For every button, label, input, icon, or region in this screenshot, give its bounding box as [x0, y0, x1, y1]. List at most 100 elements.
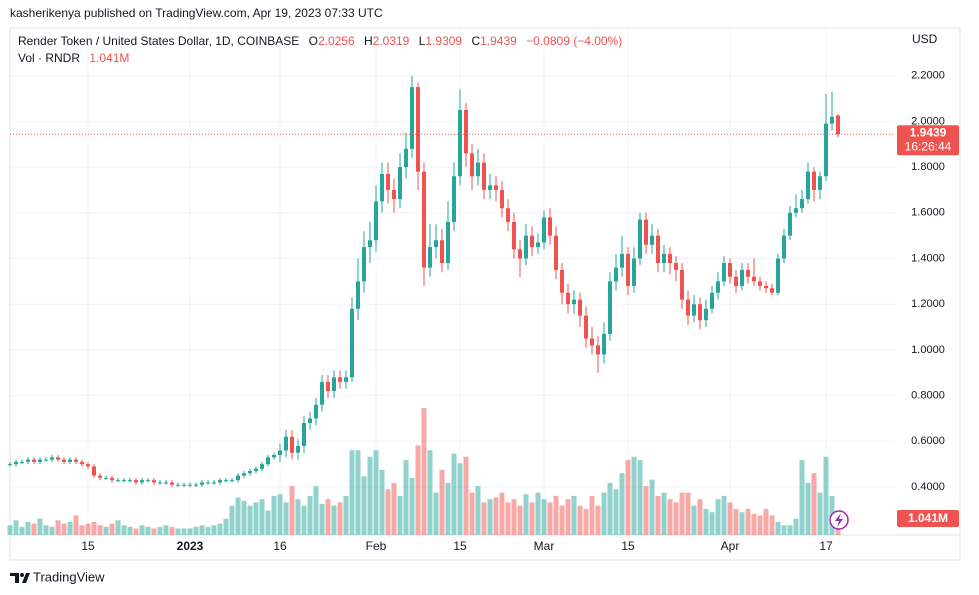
price-tag [897, 125, 959, 156]
y-tick-label: 1.6000 [911, 207, 945, 219]
candle-body [662, 253, 666, 264]
volume-name: Vol · RNDR [18, 51, 80, 65]
candle-body [776, 258, 780, 293]
candle-body [668, 253, 672, 264]
candle-body [494, 185, 498, 190]
candle-body [8, 464, 12, 466]
candle-body [62, 459, 66, 462]
candle-body [176, 484, 180, 486]
x-tick-label: Apr [721, 539, 740, 553]
candle-body [122, 480, 126, 482]
candle-body [512, 221, 516, 250]
candle-body [440, 240, 444, 264]
y-tick-label: 0.6000 [911, 435, 945, 447]
candle-body [14, 461, 18, 465]
candle-body [506, 208, 510, 222]
candle-body [614, 267, 618, 282]
x-tick-label: 16 [273, 539, 287, 553]
volume-bar [115, 520, 121, 535]
candle-body [50, 457, 54, 460]
frame [9, 27, 961, 561]
candle-body [98, 475, 102, 478]
volume-bar [283, 502, 289, 535]
candle-body [92, 466, 96, 476]
candle-body [536, 242, 540, 248]
volume-bar [709, 512, 715, 535]
volume-bar [403, 460, 409, 535]
candle-body [746, 269, 750, 277]
candle-body [242, 473, 246, 476]
volume-bar [787, 525, 793, 535]
candle-body [344, 377, 348, 382]
candle-body [434, 240, 438, 248]
candle-body [350, 308, 354, 378]
candle-body [692, 304, 696, 316]
candle-body [470, 153, 474, 177]
y-tick-label: 2.0000 [911, 115, 945, 127]
volume-bar [301, 505, 307, 535]
logo-dot [20, 573, 24, 577]
volume-bar [775, 521, 781, 535]
candle-body [608, 281, 612, 334]
candle-body [602, 333, 606, 355]
volume-bar [379, 469, 385, 535]
volume-bar [697, 499, 703, 535]
candle-body [794, 208, 798, 213]
volume-bar [655, 495, 661, 535]
volume-bar [637, 460, 643, 535]
candle-body [38, 459, 42, 462]
volume-bar [673, 502, 679, 535]
candle-body [380, 173, 384, 202]
volume-bar [25, 521, 31, 535]
candle-body [500, 189, 504, 209]
volume-bar [199, 525, 205, 535]
x-tick-label: 17 [819, 539, 833, 553]
candle-body [152, 480, 156, 483]
volume-bar [247, 505, 253, 535]
candle-body [806, 171, 810, 200]
volume-bar [499, 492, 505, 535]
volume-bar [337, 502, 343, 535]
currency: USD [912, 32, 938, 46]
candle-body [572, 299, 576, 305]
volume-bar [175, 528, 181, 535]
volume-bar [415, 445, 421, 535]
volume-bar [625, 460, 631, 535]
volume-bar [205, 526, 211, 535]
volume-bar [793, 518, 799, 535]
volume-bar [607, 482, 613, 535]
candle-body [326, 381, 330, 392]
o-value: 2.0256 [318, 34, 355, 48]
volume-bar [691, 505, 697, 535]
change: −0.0809 (−4.00%) [526, 34, 622, 48]
candle-body [818, 176, 822, 190]
volume-bar [367, 456, 373, 535]
candle-body [782, 235, 786, 259]
volume-bar [319, 504, 325, 535]
volume-bar [727, 502, 733, 535]
candle-body [278, 450, 282, 456]
candle-body [56, 457, 60, 460]
candle-body [626, 253, 630, 286]
candle-body [638, 219, 642, 259]
candle-body [698, 304, 702, 321]
volume-bar [457, 463, 463, 535]
volume-bar [445, 482, 451, 535]
volume-bar [685, 492, 691, 535]
candle-body [236, 475, 240, 481]
volume-bar [451, 453, 457, 535]
candle-body [548, 217, 552, 236]
volume-bar [355, 450, 361, 535]
o-label: O [309, 34, 318, 48]
volume-bar [19, 526, 25, 535]
volume-bar [577, 505, 583, 535]
symbol: Render Token / United States Dollar, 1D,… [18, 34, 299, 48]
volume-bar [187, 528, 193, 535]
legend: Render Token / United States Dollar, 1D,… [18, 34, 622, 48]
volume-bar [619, 473, 625, 535]
candle-body [20, 461, 24, 463]
volume-bar [751, 513, 757, 535]
volume-bar [277, 494, 283, 535]
candle-body [824, 123, 828, 177]
candle-body [44, 459, 48, 461]
